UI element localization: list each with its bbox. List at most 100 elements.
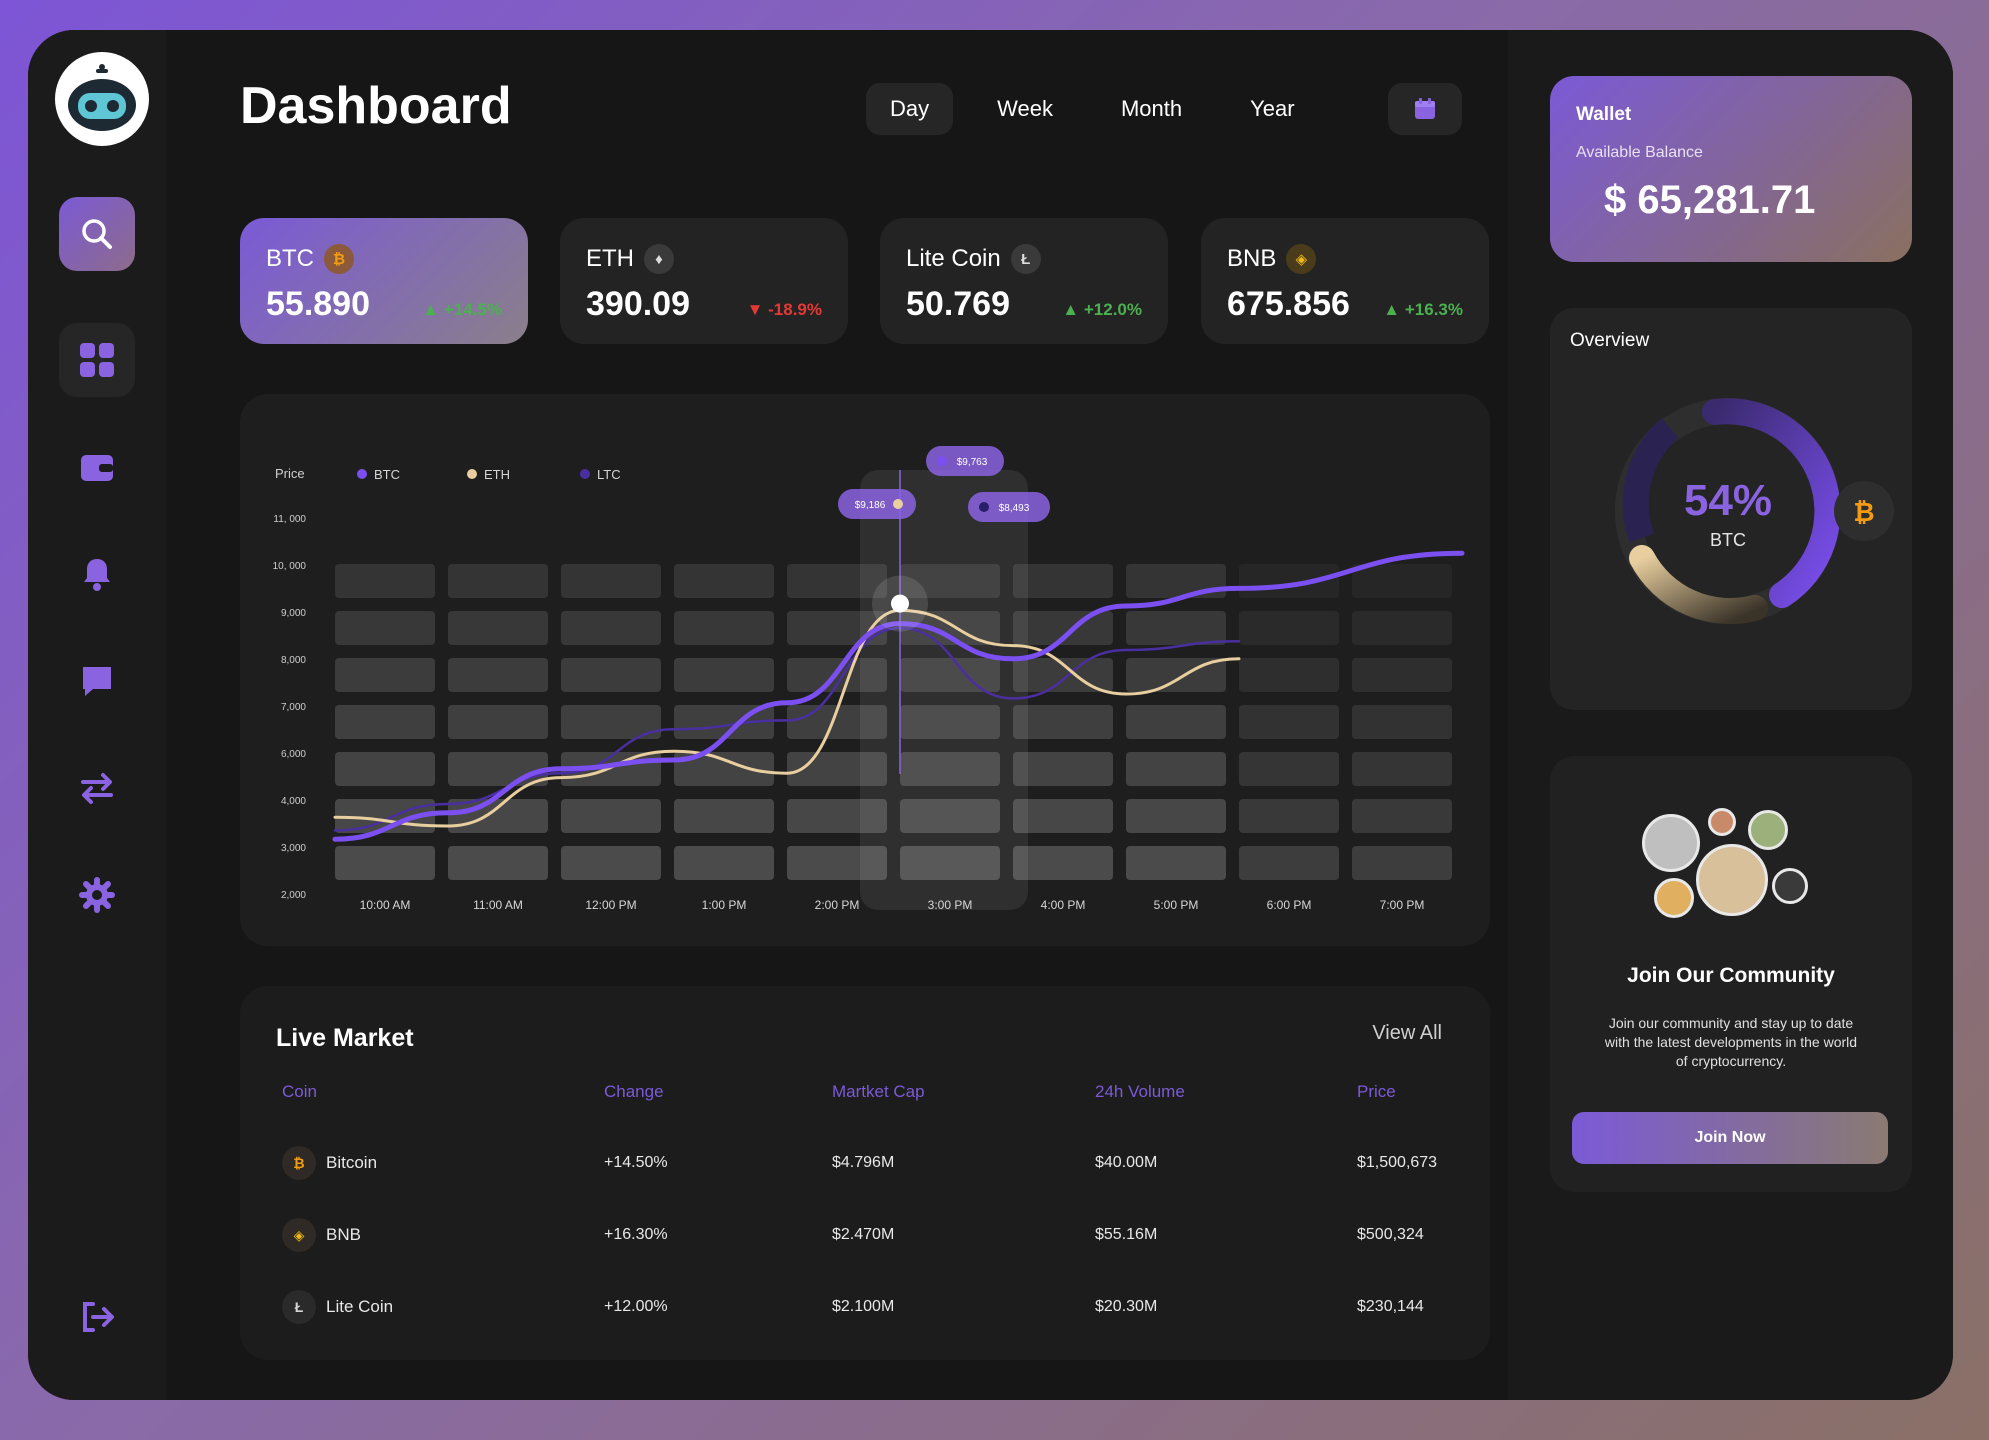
grid-block xyxy=(900,611,1000,645)
y-tick-label: 11, 000 xyxy=(273,514,306,525)
avatar xyxy=(1748,810,1788,850)
grid-block xyxy=(1352,799,1452,833)
grid-block xyxy=(448,846,548,880)
tooltip-btc xyxy=(926,446,1004,476)
y-tick-label: 10, 000 xyxy=(273,561,307,572)
grid-block xyxy=(448,658,548,692)
view-all-link[interactable]: View All xyxy=(1372,1022,1442,1044)
tab-month[interactable]: Month xyxy=(1096,83,1207,135)
x-tick-label: 1:00 PM xyxy=(702,898,747,912)
grid-block xyxy=(1013,564,1113,598)
x-tick-label: 5:00 PM xyxy=(1154,898,1199,912)
grid-block xyxy=(1239,846,1339,880)
coin-name: Lite Coin xyxy=(326,1297,394,1316)
logout-icon xyxy=(83,1302,114,1332)
tooltip-value: $8,493 xyxy=(999,503,1030,514)
market-cap-value: $2.470M xyxy=(832,1226,895,1243)
search-button[interactable] xyxy=(59,197,135,271)
grid-block xyxy=(900,564,1000,598)
main-content: Dashboard Day Week Month Year BTC ₿ 55.89… xyxy=(166,30,1536,1400)
coin-card-bnb[interactable]: BNB ◈ 675.856 ▲ +16.3% xyxy=(1201,218,1489,344)
wallet-subtitle: Available Balance xyxy=(1576,144,1703,161)
x-tick-label: 6:00 PM xyxy=(1267,898,1312,912)
bitcoin-icon: ₿ xyxy=(324,244,354,274)
col-header-cap[interactable]: Martket Cap xyxy=(832,1082,925,1101)
donut-chart: ₿ xyxy=(1615,398,1894,625)
coin-card-btc[interactable]: BTC ₿ 55.890 ▲ +14.5% xyxy=(240,218,528,344)
litecoin-icon: Ł xyxy=(1010,244,1041,274)
market-title: Live Market xyxy=(276,1024,414,1052)
coin-value: 55.890 xyxy=(266,285,370,323)
coin-change: ▲ +12.0% xyxy=(1062,300,1142,319)
grid-block xyxy=(561,846,661,880)
coin-name: BNB xyxy=(326,1225,361,1244)
x-tick-label: 3:00 PM xyxy=(928,898,973,912)
grid-block xyxy=(1352,611,1452,645)
nav-notifications[interactable] xyxy=(59,537,135,611)
coin-change: ▼ -18.9% xyxy=(746,300,822,319)
avatar xyxy=(1708,808,1736,836)
grid-block xyxy=(787,611,887,645)
tab-year[interactable]: Year xyxy=(1226,83,1319,135)
grid-block xyxy=(448,705,548,739)
grid-block xyxy=(900,705,1000,739)
grid-block xyxy=(1239,799,1339,833)
y-tick-label: 2,000 xyxy=(281,890,306,901)
grid-block xyxy=(787,799,887,833)
grid-block xyxy=(335,752,435,786)
grid-block xyxy=(561,564,661,598)
calendar-button[interactable] xyxy=(1388,83,1462,135)
grid-block xyxy=(1352,846,1452,880)
coin-name: BNB xyxy=(1227,245,1277,272)
legend-label: LTC xyxy=(597,467,621,482)
wallet-card[interactable]: Wallet Available Balance $ 65,281.71 xyxy=(1550,76,1912,262)
nav-settings[interactable] xyxy=(59,858,135,932)
coin-card-litecoin[interactable]: Lite Coin Ł 50.769 ▲ +12.0% xyxy=(880,218,1168,344)
tooltip-dot xyxy=(979,502,989,512)
coin-change: ▲ +14.5% xyxy=(422,300,502,319)
tab-week[interactable]: Week xyxy=(973,83,1077,135)
volume-value: $55.16M xyxy=(1095,1226,1158,1243)
col-header-change[interactable]: Change xyxy=(604,1082,664,1101)
x-tick-label: 2:00 PM xyxy=(815,898,860,912)
coin-change: ▲ +16.3% xyxy=(1383,300,1463,319)
nav-messages[interactable] xyxy=(59,644,135,718)
coin-card-eth[interactable]: ETH ♦ 390.09 ▼ -18.9% xyxy=(560,218,848,344)
join-now-button[interactable]: Join Now xyxy=(1572,1112,1888,1164)
change-value: +16.30% xyxy=(604,1226,668,1243)
nav-wallet[interactable] xyxy=(59,430,135,504)
grid-block xyxy=(335,611,435,645)
x-tick-label: 10:00 AM xyxy=(360,898,411,912)
robot-logo[interactable] xyxy=(55,52,149,146)
table-row[interactable]: Ł Lite Coin +12.00% $2.100M $20.30M $230,… xyxy=(240,1280,1490,1336)
hover-column xyxy=(860,470,1028,910)
x-tick-label: 7:00 PM xyxy=(1380,898,1425,912)
gear-icon xyxy=(79,877,115,913)
grid-block xyxy=(1126,846,1226,880)
table-row[interactable]: ◈ BNB +16.30% $2.470M $55.16M $500,324 xyxy=(240,1208,1490,1264)
tooltip-value: $9,763 xyxy=(957,457,988,468)
live-market-panel: Live Market View All Coin Change Martket… xyxy=(240,986,1490,1360)
bnb-icon: ◈ xyxy=(282,1218,316,1252)
col-header-coin[interactable]: Coin xyxy=(282,1082,317,1101)
market-cap-value: $2.100M xyxy=(832,1298,895,1315)
y-axis-label: Price xyxy=(275,466,305,481)
col-header-price[interactable]: Price xyxy=(1357,1082,1396,1101)
grid-block xyxy=(561,658,661,692)
nav-dashboard[interactable] xyxy=(59,323,135,397)
logout-button[interactable] xyxy=(59,1280,135,1354)
grid-block xyxy=(674,564,774,598)
grid-block xyxy=(1239,705,1339,739)
grid-block xyxy=(335,658,435,692)
grid-block xyxy=(448,611,548,645)
y-tick-label: 8,000 xyxy=(281,655,306,666)
grid-block xyxy=(561,611,661,645)
y-tick-label: 6,000 xyxy=(281,749,306,760)
volume-value: $20.30M xyxy=(1095,1298,1158,1315)
tab-day[interactable]: Day xyxy=(866,83,954,135)
grid-block xyxy=(1239,752,1339,786)
series-line-eth xyxy=(333,608,1241,828)
table-row[interactable]: ₿ Bitcoin +14.50% $4.796M $40.00M $1,500,… xyxy=(240,1136,1490,1192)
col-header-volume[interactable]: 24h Volume xyxy=(1095,1082,1185,1101)
nav-transfer[interactable] xyxy=(59,751,135,825)
